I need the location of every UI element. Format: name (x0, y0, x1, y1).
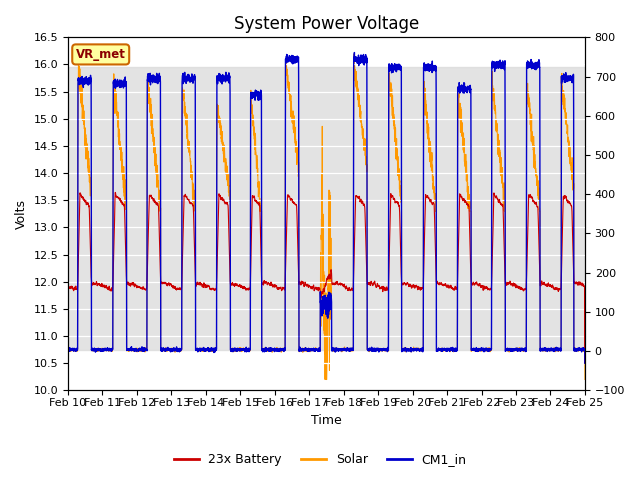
23x Battery (581, 360, 589, 366)
CM1_in (442, 347, 450, 352)
CM1_in (157, 346, 164, 351)
Line: 23x Battery: 23x Battery (68, 192, 585, 363)
Line: Solar: Solar (68, 54, 585, 380)
Title: System Power Voltage: System Power Voltage (234, 15, 419, 33)
CM1_in (580, 347, 588, 352)
Legend: 23x Battery, Solar, CM1_in: 23x Battery, Solar, CM1_in (168, 448, 472, 471)
X-axis label: Time: Time (311, 414, 342, 427)
23x Battery (111, 190, 119, 195)
Solar (472, 346, 479, 351)
Solar (64, 347, 72, 353)
Solar (413, 348, 421, 353)
23x Battery (581, 360, 589, 366)
Solar (580, 347, 588, 352)
23x Battery (442, 283, 450, 289)
23x Battery (64, 281, 72, 287)
23x Battery (157, 280, 165, 286)
Solar (307, 347, 315, 352)
23x Battery (472, 281, 479, 287)
CM1_in (64, 347, 72, 352)
CM1_in (307, 347, 315, 352)
CM1_in (581, 360, 589, 366)
23x Battery (307, 286, 315, 291)
CM1_in (351, 49, 358, 55)
Solar (442, 348, 450, 354)
Solar (581, 377, 589, 383)
Solar (321, 377, 329, 383)
23x Battery (580, 283, 588, 289)
Line: CM1_in: CM1_in (68, 52, 585, 363)
Bar (68, 67, 585, 349)
23x Battery (413, 286, 421, 291)
Solar (350, 51, 358, 57)
CM1_in (472, 348, 479, 353)
CM1_in (413, 348, 421, 353)
Text: VR_met: VR_met (76, 48, 125, 61)
Solar (157, 346, 164, 352)
Y-axis label: Volts: Volts (15, 199, 28, 229)
